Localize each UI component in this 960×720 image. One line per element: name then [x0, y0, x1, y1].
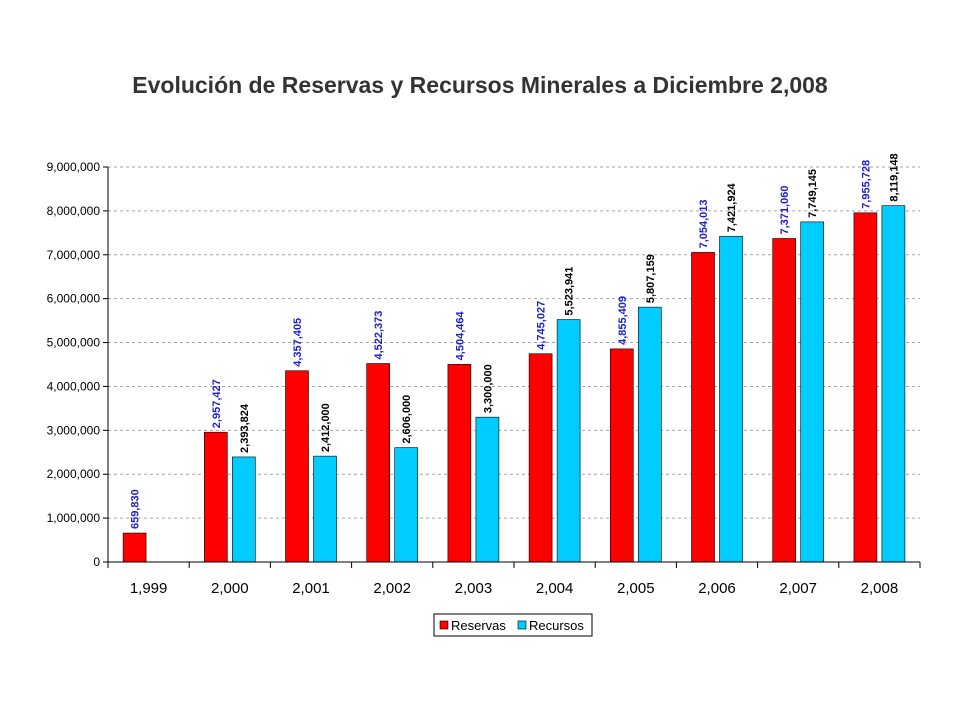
y-tick-label: 8,000,000 [47, 204, 101, 218]
x-tick-label: 2,008 [861, 580, 899, 597]
bar-recursos [800, 221, 825, 563]
bar-reservas [122, 532, 147, 563]
data-label-reservas: 4,504,464 [454, 310, 466, 360]
bars [122, 205, 906, 563]
data-label-reservas: 659,830 [130, 489, 142, 529]
data-label-reservas: 4,522,373 [373, 311, 385, 360]
bar-reservas [691, 252, 715, 563]
y-tick-label: 1,000,000 [47, 511, 101, 525]
data-label-recursos: 3,300,000 [482, 364, 494, 413]
y-tick-label: 4,000,000 [47, 379, 101, 393]
y-tick-label: 9,000,000 [47, 160, 101, 174]
bar-reservas [366, 363, 391, 563]
bar-recursos [313, 455, 337, 563]
x-tick-label: 2,000 [211, 580, 249, 597]
data-label-recursos: 2,412,000 [320, 403, 332, 452]
bar-recursos [719, 235, 743, 563]
x-tick-label: 2,003 [455, 580, 493, 597]
data-label-recursos: 7,421,924 [726, 182, 738, 232]
data-label-recursos: 2,393,824 [239, 403, 251, 453]
y-tick-label: 7,000,000 [47, 248, 101, 262]
bar-reservas [204, 431, 228, 563]
legend: Reservas Recursos [433, 613, 593, 637]
axes: 0 1,000,000 2,000,000 3,000,000 4,000,000 5,0… [47, 160, 921, 597]
legend-box [433, 613, 593, 637]
data-label-recursos: 8,119,148 [888, 153, 900, 201]
bar-reservas [285, 370, 309, 563]
bar-recursos [881, 205, 906, 563]
data-label-reservas: 4,855,409 [617, 296, 629, 345]
legend-swatch-recursos [517, 620, 527, 630]
bar-reservas [528, 353, 553, 563]
data-labels: 659,830 2,957,427 4,357,405 4,522,373 4,504,… [130, 153, 901, 529]
legend-swatch-reservas [439, 620, 449, 630]
x-tick-label: 2,007 [779, 580, 817, 597]
bar-recursos [637, 306, 662, 563]
data-label-reservas: 7,054,013 [698, 199, 710, 248]
bar-recursos [475, 416, 500, 563]
data-label-reservas: 7,955,728 [860, 160, 872, 209]
data-label-recursos: 5,807,159 [645, 254, 657, 303]
y-tick-label: 3,000,000 [47, 423, 101, 437]
y-tick-label: 2,000,000 [47, 467, 101, 481]
legend-label-reservas: Reservas [451, 618, 506, 633]
legend-label-recursos: Recursos [529, 618, 584, 633]
bar-recursos [232, 456, 256, 563]
grid-lines [108, 166, 920, 519]
chart-title: Evolución de Reservas y Recursos Mineral… [132, 72, 828, 98]
x-tick-label: 2,005 [617, 580, 655, 597]
bar-recursos [556, 319, 581, 563]
bar-reservas [447, 364, 472, 563]
x-tick-label: 2,004 [536, 580, 574, 597]
y-tick-label: 5,000,000 [47, 336, 101, 350]
data-label-recursos: 7,749,145 [807, 169, 819, 218]
y-tick-label: 6,000,000 [47, 292, 101, 306]
data-label-recursos: 5,523,941 [564, 267, 576, 316]
data-label-recursos: 2,606,000 [401, 395, 413, 444]
bar-reservas [853, 212, 878, 563]
x-tick-label: 2,006 [698, 580, 736, 597]
bar-reservas [609, 348, 634, 563]
x-tick-label: 2,001 [292, 580, 330, 597]
data-label-reservas: 4,745,027 [536, 301, 548, 350]
y-tick-label: 0 [93, 555, 100, 569]
x-tick-label: 2,002 [373, 580, 411, 597]
data-label-reservas: 4,357,405 [292, 318, 304, 367]
bar-recursos [394, 447, 419, 563]
data-label-reservas: 2,957,427 [211, 379, 223, 428]
bar-reservas [772, 238, 797, 563]
data-label-reservas: 7,371,060 [779, 186, 791, 235]
x-tick-label: 1,999 [130, 580, 168, 597]
